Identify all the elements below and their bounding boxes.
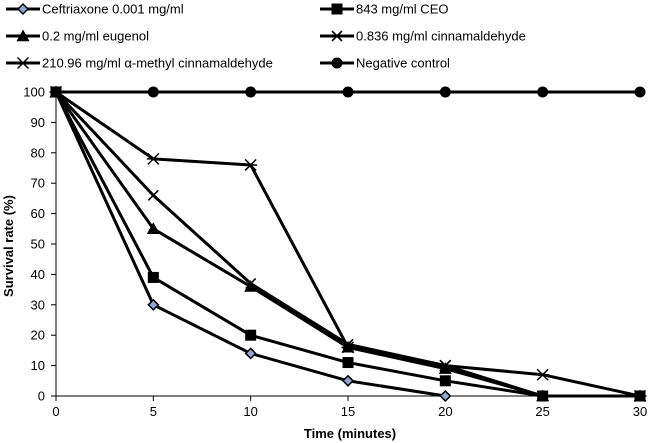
series-circle (50, 86, 646, 98)
x-tick-label: 25 (535, 404, 549, 419)
y-axis-title: Survival rate (%) (1, 195, 16, 297)
y-tick-label: 100 (23, 85, 45, 100)
data-point (245, 277, 257, 290)
series-star (49, 85, 647, 403)
legend-item: Ceftriaxone 0.001 mg/ml (6, 2, 184, 17)
data-point (244, 280, 258, 292)
y-tick-label: 70 (31, 176, 45, 191)
data-point (147, 189, 159, 201)
legend-item: Negative control (320, 56, 450, 71)
y-tick-label: 30 (31, 297, 45, 312)
x-tick-label: 0 (52, 404, 59, 419)
legend-marker (331, 57, 343, 69)
data-point (147, 271, 159, 283)
data-point (341, 341, 355, 354)
data-point (634, 86, 646, 98)
data-point (633, 389, 647, 403)
data-point (147, 86, 159, 98)
data-point (244, 347, 257, 360)
legend-marker (331, 3, 343, 15)
x-tick-label: 15 (341, 404, 355, 419)
legend-marker (16, 56, 30, 70)
y-tick-label: 90 (31, 115, 45, 130)
y-tick-label: 50 (31, 237, 45, 252)
x-tick-label: 5 (150, 404, 157, 419)
legend-label: Ceftriaxone 0.001 mg/ml (42, 2, 184, 17)
data-point (147, 298, 160, 311)
data-point (245, 329, 257, 341)
data-point (536, 368, 550, 381)
legend-marker (331, 30, 343, 42)
data-point (342, 86, 354, 98)
data-point (439, 86, 451, 98)
y-tick-label: 60 (31, 206, 45, 221)
y-tick-label: 0 (38, 389, 45, 404)
legend-label: 0.2 mg/ml eugenol (42, 29, 149, 44)
data-point (342, 357, 354, 369)
data-point (438, 359, 452, 372)
data-point (146, 152, 160, 165)
x-axis-title: Time (minutes) (304, 426, 396, 441)
legend-label: 843 mg/ml CEO (356, 2, 448, 17)
legend-label: 210.96 mg/ml α-methyl cinnamaldehyde (42, 56, 273, 71)
legend-item: 0.836 mg/ml cinnamaldehyde (320, 29, 526, 44)
legend-label: 0.836 mg/ml cinnamaldehyde (356, 29, 526, 44)
x-tick-label: 30 (633, 404, 647, 419)
y-tick-label: 20 (31, 328, 45, 343)
y-tick-label: 40 (31, 267, 45, 282)
legend-label: Negative control (356, 56, 450, 71)
x-tick-label: 20 (438, 404, 452, 419)
data-point (537, 390, 549, 402)
x-tick-label: 10 (243, 404, 257, 419)
y-tick-label: 10 (31, 358, 45, 373)
data-point (439, 389, 452, 403)
data-point (341, 374, 355, 387)
y-tick-label: 80 (31, 145, 45, 160)
data-point (244, 158, 258, 171)
legend-item: 843 mg/ml CEO (320, 2, 448, 17)
data-point (245, 86, 257, 98)
data-point (439, 375, 451, 387)
data-point (146, 222, 160, 234)
data-point (537, 86, 549, 98)
data-point (50, 86, 62, 98)
legend-item: 0.2 mg/ml eugenol (6, 29, 149, 44)
data-point (438, 362, 452, 374)
legend-marker (16, 2, 30, 16)
legend-item: 210.96 mg/ml α-methyl cinnamaldehyde (6, 56, 273, 71)
legend-marker (16, 29, 30, 42)
